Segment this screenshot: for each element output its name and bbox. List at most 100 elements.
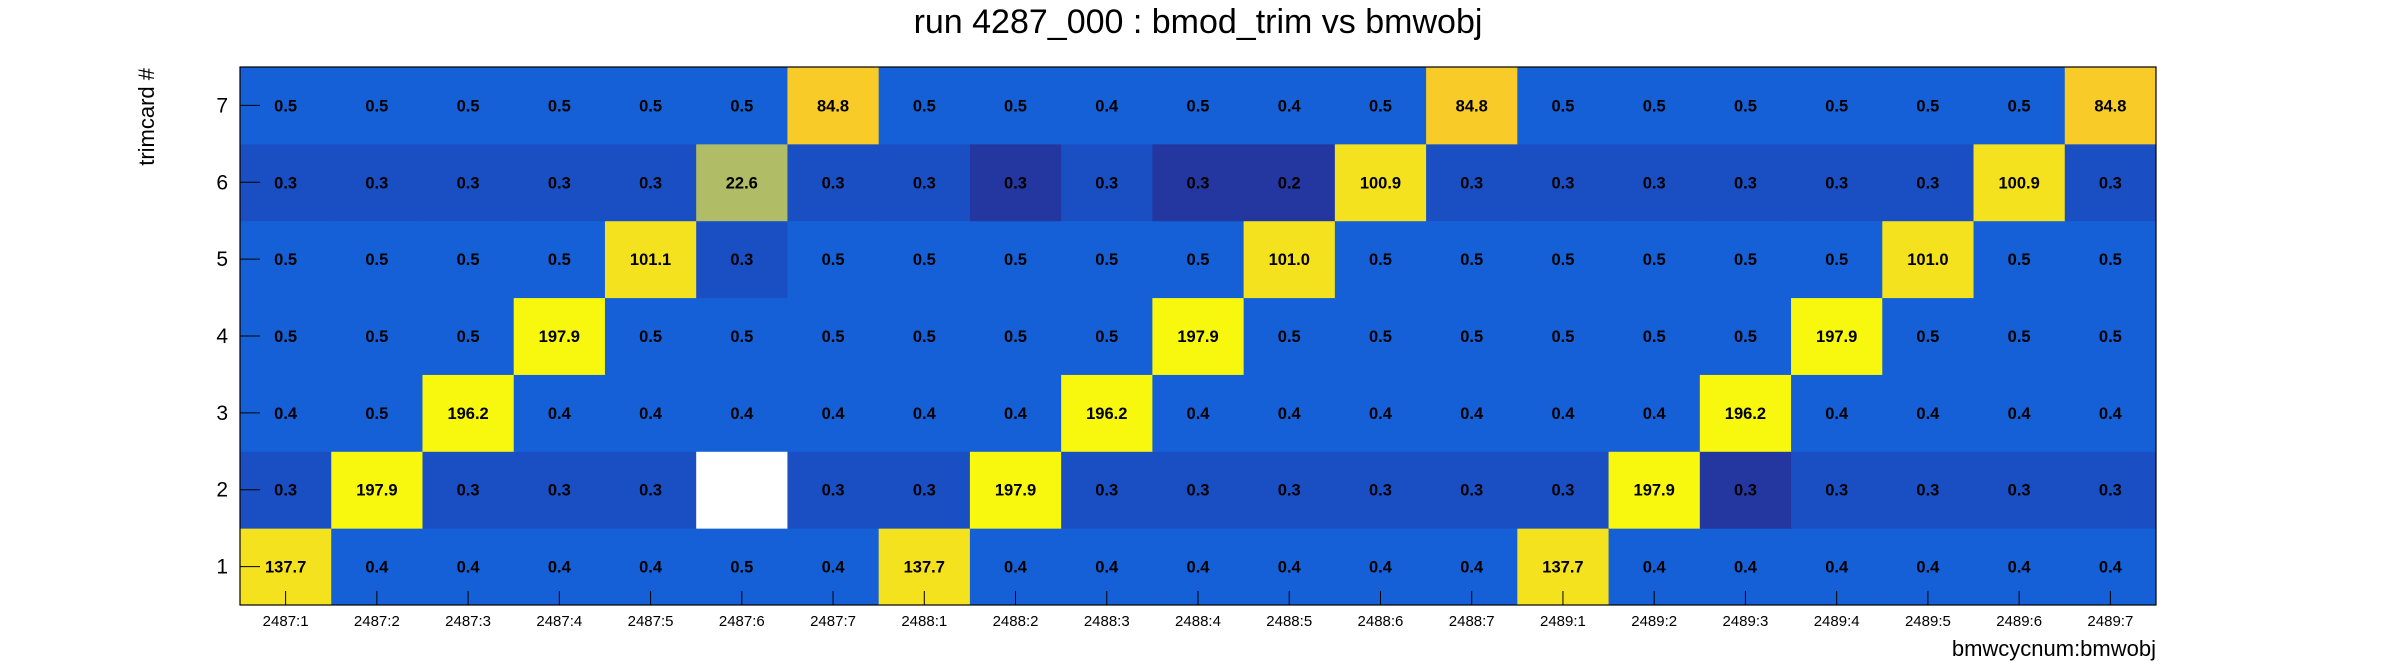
heatmap-cell xyxy=(422,374,515,452)
heatmap-cell xyxy=(1334,374,1427,452)
cell-value-label: 196.2 xyxy=(447,405,488,423)
heatmap-cell xyxy=(513,67,606,145)
heatmap-cell xyxy=(1882,67,1975,145)
y-tick-label: 7 xyxy=(216,94,228,117)
cell-value-label: 0.5 xyxy=(913,251,936,269)
heatmap-cell xyxy=(969,297,1062,375)
heatmap-cell xyxy=(1517,297,1610,375)
cell-value-label: 0.5 xyxy=(730,559,753,577)
heatmap-cell xyxy=(1426,67,1518,145)
cell-value-label: 197.9 xyxy=(1177,328,1218,346)
cell-value-label: 0.5 xyxy=(1369,328,1392,346)
heatmap-cell xyxy=(1791,297,1883,375)
cell-value-label: 0.3 xyxy=(639,482,662,500)
heatmap-cell xyxy=(1973,220,2066,299)
cell-value-label: 0.4 xyxy=(2008,405,2032,423)
cell-value-label: 0.4 xyxy=(1278,97,1302,115)
cell-value-label: 0.5 xyxy=(1643,97,1666,115)
cell-value-label: 0.3 xyxy=(1004,174,1027,192)
heatmap-cell xyxy=(1973,67,2066,145)
cell-value-label: 0.4 xyxy=(639,559,663,577)
heatmap-cell xyxy=(1061,297,1153,375)
cell-value-label: 0.4 xyxy=(1004,559,1028,577)
y-tick-label: 6 xyxy=(216,171,228,194)
cell-value-label: 0.5 xyxy=(730,328,753,346)
cell-value-label: 0.5 xyxy=(274,97,297,115)
heatmap-cell xyxy=(1608,143,1701,222)
x-tick-label: 2489:6 xyxy=(1996,613,2042,630)
cell-value-label: 197.9 xyxy=(539,328,580,346)
cell-value-label: 0.3 xyxy=(639,174,662,192)
cell-value-label: 100.9 xyxy=(1360,174,1401,192)
heatmap-cell xyxy=(1426,374,1518,452)
cell-value-label: 84.8 xyxy=(817,97,849,115)
cell-value-label: 0.3 xyxy=(365,174,388,192)
cell-value-label: 100.9 xyxy=(1998,174,2039,192)
cell-value-label: 0.3 xyxy=(1369,482,1392,500)
cell-value-label: 0.5 xyxy=(1278,328,1301,346)
heatmap-cell xyxy=(1061,374,1153,452)
cell-value-label: 0.3 xyxy=(913,482,936,500)
cell-value-label: 0.4 xyxy=(1278,405,1302,423)
heatmap-cell xyxy=(513,143,606,222)
heatmap-cell xyxy=(513,297,606,375)
cell-value-label: 0.4 xyxy=(1369,405,1393,423)
cell-value-label: 0.3 xyxy=(1460,482,1483,500)
cell-value-label: 0.5 xyxy=(1916,328,1939,346)
heatmap-cell xyxy=(696,451,788,529)
heatmap-cell xyxy=(787,143,880,222)
heatmap-cell xyxy=(604,297,697,375)
cell-value-label: 0.4 xyxy=(1916,405,1940,423)
cell-value-label: 0.4 xyxy=(1551,405,1575,423)
cell-value-label: 0.4 xyxy=(1460,559,1484,577)
cell-value-label: 0.5 xyxy=(1460,328,1483,346)
heatmap-cell xyxy=(878,220,971,299)
heatmap-cell xyxy=(787,374,880,452)
cell-value-label: 0.5 xyxy=(2099,328,2122,346)
cell-value-label: 0.4 xyxy=(822,405,846,423)
heatmap-cell xyxy=(1334,67,1427,145)
heatmap-cell xyxy=(787,451,880,529)
cell-value-label: 0.4 xyxy=(822,559,846,577)
cell-value-label: 0.5 xyxy=(1825,251,1848,269)
cell-value-label: 0.5 xyxy=(730,97,753,115)
cell-value-label: 0.3 xyxy=(2099,174,2122,192)
cell-value-label: 0.5 xyxy=(274,251,297,269)
heatmap-cell xyxy=(787,220,880,299)
x-tick-label: 2489:7 xyxy=(2087,613,2133,630)
heatmap-cell xyxy=(969,451,1062,529)
heatmap-cell xyxy=(2064,143,2157,222)
heatmap-cell xyxy=(1152,451,1245,529)
cell-value-label: 0.4 xyxy=(1095,97,1119,115)
cell-value-label: 0.4 xyxy=(1278,559,1302,577)
cell-value-label: 0.4 xyxy=(1187,559,1211,577)
cell-value-label: 196.2 xyxy=(1725,405,1766,423)
cell-value-label: 0.4 xyxy=(1734,559,1758,577)
cell-value-label: 0.5 xyxy=(822,328,845,346)
heatmap-cell xyxy=(2064,220,2157,299)
x-tick-label: 2488:3 xyxy=(1084,613,1130,630)
heatmap-cell xyxy=(1882,220,1975,299)
heatmap-cell xyxy=(1061,451,1153,529)
heatmap-cell xyxy=(878,451,971,529)
cell-value-label: 0.5 xyxy=(2008,251,2031,269)
cell-value-label: 0.5 xyxy=(1004,251,1027,269)
x-tick-label: 2488:6 xyxy=(1358,613,1404,630)
heatmap-cell xyxy=(331,297,423,375)
cell-value-label: 0.5 xyxy=(1734,251,1757,269)
heatmap-cell xyxy=(1061,67,1153,145)
heatmap-cell xyxy=(2064,67,2157,145)
heatmap-cell xyxy=(1608,451,1701,529)
heatmap-cell xyxy=(696,220,788,299)
heatmap-cell xyxy=(331,374,423,452)
y-tick-label: 2 xyxy=(216,479,228,502)
cell-value-label: 0.5 xyxy=(1095,328,1118,346)
cell-value-label: 0.5 xyxy=(1734,97,1757,115)
heatmap-cell xyxy=(1973,451,2066,529)
cell-value-label: 0.5 xyxy=(1825,97,1848,115)
heatmap-cell xyxy=(969,374,1062,452)
chart-title: run 4287_000 : bmod_trim vs bmwobj xyxy=(914,3,1483,41)
heatmap-cell xyxy=(1426,451,1518,529)
cell-value-label: 137.7 xyxy=(265,559,306,577)
y-tick-label: 1 xyxy=(216,556,228,579)
